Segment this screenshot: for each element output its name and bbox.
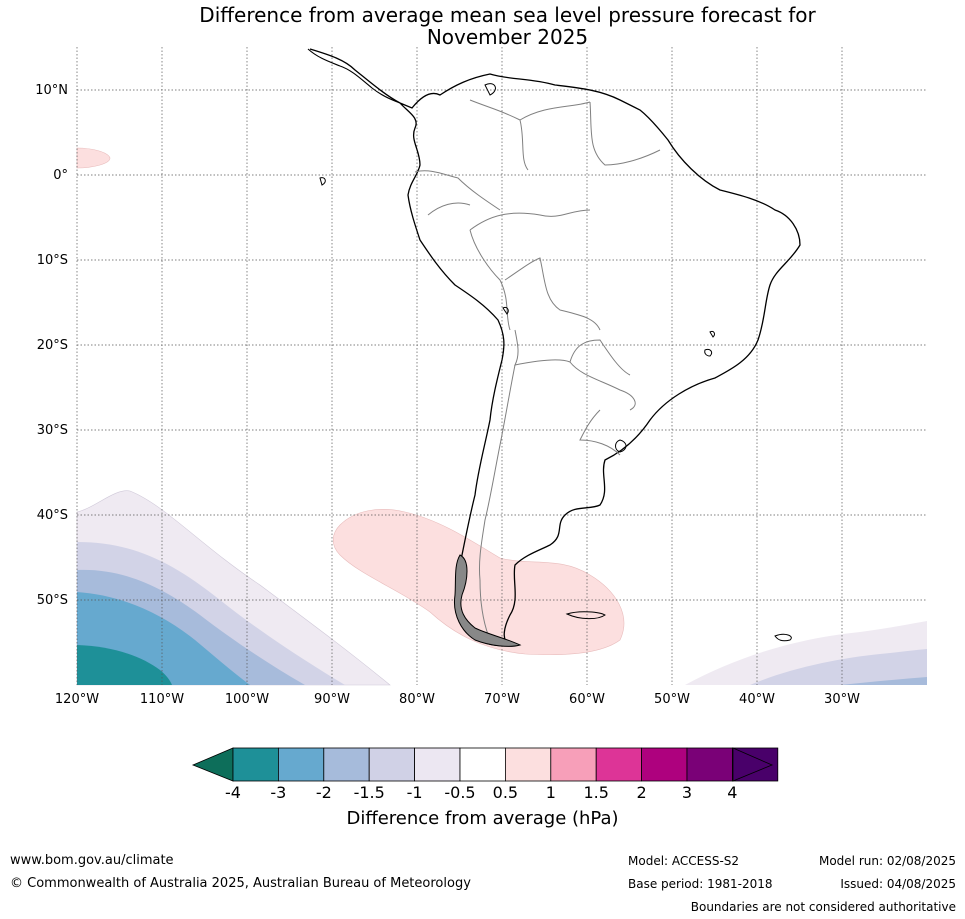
longitude-label: 40°W (739, 692, 775, 707)
central-america-coastline (307, 48, 401, 104)
colorbar-tick-label: 1.5 (583, 783, 609, 802)
footer-copyright: © Commonwealth of Australia 2025, Austra… (10, 876, 471, 891)
anomaly-plus-0-5-patagonia (332, 509, 625, 656)
anomaly-minus-4 (77, 645, 172, 685)
graticule (76, 47, 927, 685)
country-borders (414, 99, 661, 641)
footer-disclaimer: Boundaries are not considered authoritat… (690, 900, 956, 914)
colorbar-swatch (414, 747, 461, 782)
colorbar-tick-label: -2 (315, 783, 332, 802)
longitude-label: 30°W (824, 692, 860, 707)
map-title: Difference from average mean sea level p… (0, 4, 965, 48)
footer-issued: Issued: 04/08/2025 (840, 877, 956, 891)
longitude-label: 80°W (399, 692, 435, 707)
colorbar-tick-label: -1 (406, 783, 423, 802)
colorbar-over-arrow (732, 747, 774, 782)
colorbar-swatch (368, 747, 416, 782)
colorbar-tick-label: 3 (681, 783, 693, 802)
title-line-1: Difference from average mean sea level p… (199, 3, 816, 27)
colorbar-tick-label: -4 (225, 783, 241, 802)
colorbar-swatch (504, 747, 552, 782)
colorbar-boxes (232, 747, 779, 782)
colorbar-tick-label: -1.5 (353, 783, 385, 802)
longitude-label: 60°W (569, 692, 605, 707)
latitude-label: 0° (53, 168, 68, 183)
latitude-label: 30°S (36, 423, 68, 438)
latitude-label: 20°S (36, 338, 68, 353)
longitude-label: 50°W (654, 692, 690, 707)
longitude-label: 90°W (314, 692, 350, 707)
footer-base-period: Base period: 1981-2018 (628, 877, 773, 891)
anomaly-minus-2-east (840, 677, 927, 685)
longitude-label: 120°W (54, 692, 100, 707)
longitude-label: 110°W (139, 692, 185, 707)
footer-url[interactable]: www.bom.gov.au/climate (10, 853, 174, 868)
colorbar-label: Difference from average (hPa) (346, 808, 619, 829)
latitude-label: 10°N (35, 83, 68, 98)
footer-model: Model: ACCESS-S2 (628, 854, 740, 868)
colorbar-swatch (323, 747, 370, 782)
footer-model-run: Model run: 02/08/2025 (818, 854, 956, 868)
colorbar-tick-label: 1 (545, 783, 556, 802)
anomaly-plus-0-5-equator (76, 147, 111, 169)
colorbar-tick-label: 0.5 (492, 783, 519, 802)
colorbar-swatch (459, 747, 506, 782)
colorbar-swatch (641, 747, 688, 782)
small-features (319, 83, 792, 642)
colorbar-swatch (595, 747, 643, 782)
anomaly-minus-1-5-east (750, 649, 927, 685)
colorbar-tick-label: -3 (270, 783, 287, 802)
colorbar-swatch (550, 747, 597, 782)
colorbar-tick-label: 2 (636, 783, 647, 802)
longitude-label: 70°W (484, 692, 520, 707)
colorbar-swatch (686, 747, 733, 782)
title-line-2: November 2025 (426, 25, 589, 49)
colorbar-tick-label: -0.5 (444, 783, 476, 802)
latitude-label: 40°S (36, 508, 68, 523)
colorbar-under-arrow (191, 747, 234, 782)
colorbar (191, 747, 779, 782)
south-america-coastline (309, 48, 801, 647)
latitude-label: 10°S (36, 253, 68, 268)
map-area (76, 47, 927, 686)
longitude-label: 100°W (224, 692, 270, 707)
colorbar-swatch (232, 747, 279, 782)
southern-chile-islands (453, 554, 522, 647)
colorbar-swatch (277, 747, 325, 782)
latitude-label: 50°S (36, 593, 68, 608)
colorbar-tick-label: 4 (727, 783, 738, 802)
